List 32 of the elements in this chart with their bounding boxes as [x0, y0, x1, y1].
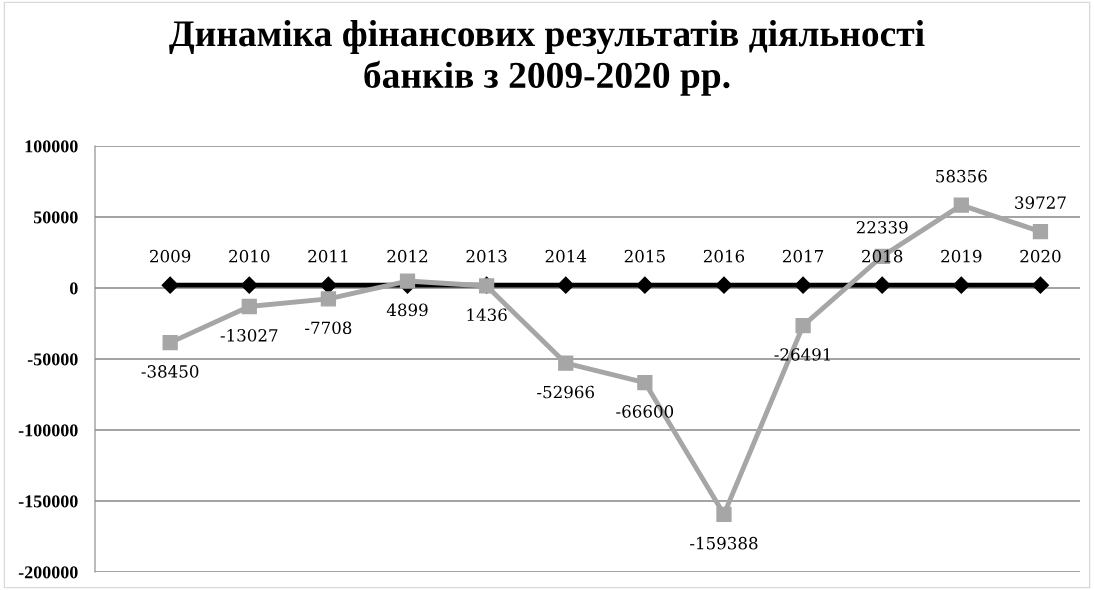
data-label: 2011: [308, 249, 348, 263]
y-tick-label: -150000: [18, 495, 78, 508]
data-label: -66600: [616, 405, 674, 418]
y-tick-label: -50000: [27, 353, 78, 366]
y-tick-label: 50000: [33, 211, 78, 224]
data-label: 2013: [466, 249, 507, 263]
data-label: -7708: [305, 321, 352, 335]
data-label: 22339: [856, 221, 908, 234]
y-tick-label: -200000: [18, 566, 78, 579]
data-label: 58356: [936, 169, 987, 183]
data-label: -52966: [537, 385, 595, 399]
data-label: 2018: [862, 249, 903, 263]
data-label: -13027: [220, 329, 278, 342]
y-tick-label: 100000: [25, 140, 78, 153]
data-label: 2019: [941, 249, 982, 263]
data-label: 2009: [150, 249, 191, 263]
data-label: -38450: [141, 365, 199, 378]
data-label: 2015: [624, 249, 665, 263]
data-label: 4899: [386, 303, 428, 317]
data-label: 2014: [545, 249, 587, 263]
data-label: 2016: [703, 249, 745, 263]
data-label: -159388: [690, 536, 758, 550]
y-tick-label: -100000: [18, 424, 78, 437]
data-label: -26491: [774, 348, 831, 361]
data-label: 2017: [783, 249, 824, 263]
data-label: 2012: [387, 249, 428, 263]
data-label: 1436: [467, 308, 507, 322]
data-label: 2020: [1020, 249, 1061, 263]
data-label: 39727: [1015, 196, 1066, 209]
y-tick-label: 0: [69, 282, 78, 295]
chart-title: Динаміка фінансових результатів діяльності банків з 2009-2020 рр.: [169, 20, 925, 96]
data-label: 2010: [229, 249, 270, 263]
